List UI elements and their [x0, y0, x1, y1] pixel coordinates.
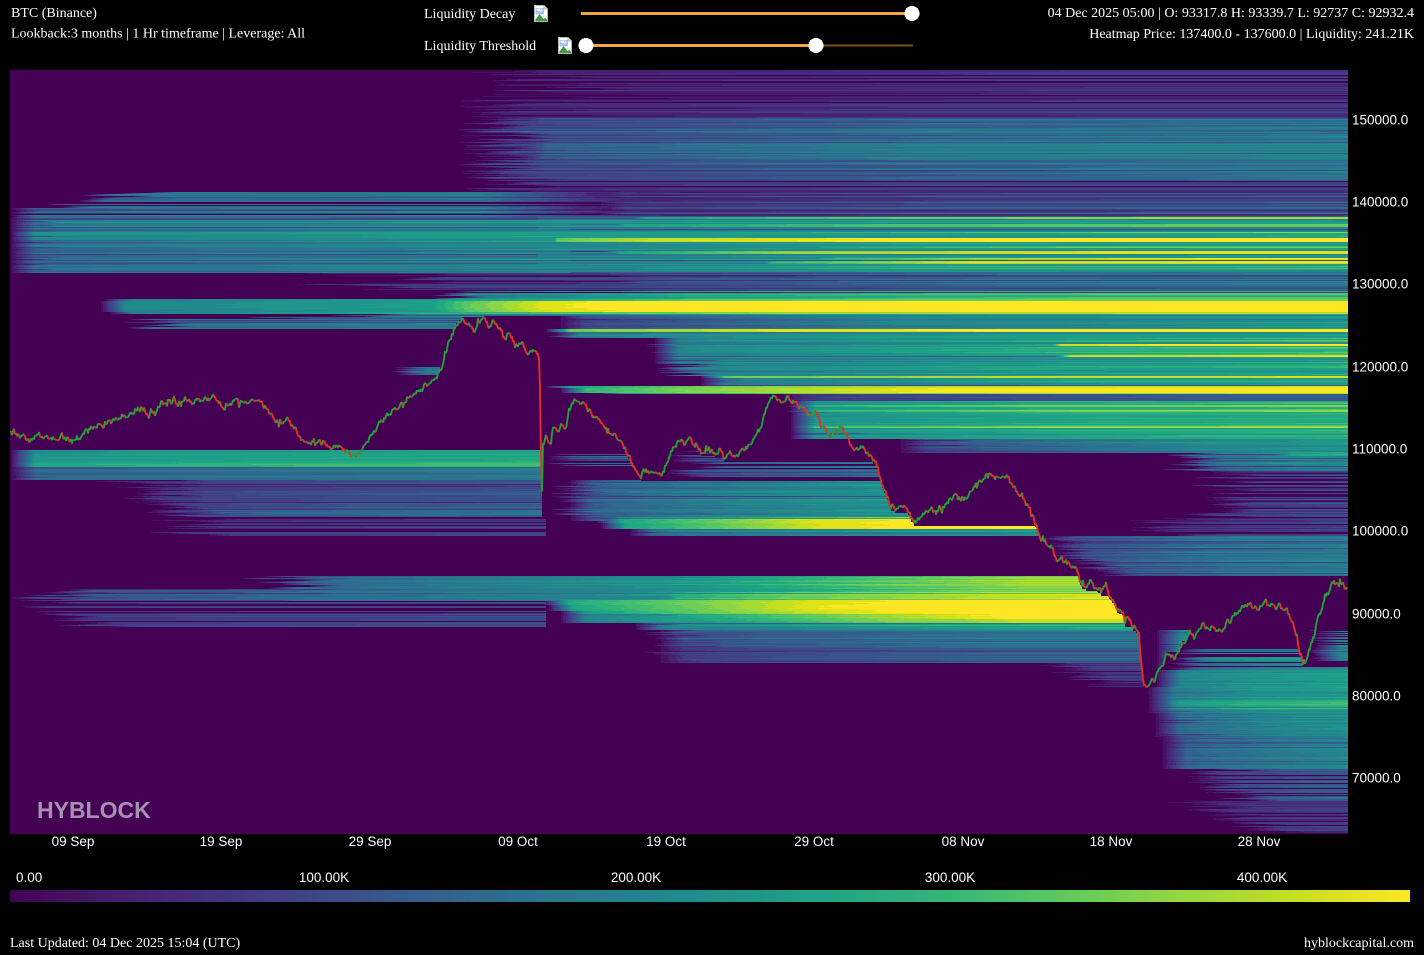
svg-text:90000.0: 90000.0 [1352, 607, 1401, 622]
svg-text:Heatmap Price: 137400.0 - 1376: Heatmap Price: 137400.0 - 137600.0 | Liq… [1089, 27, 1414, 42]
svg-text:28 Nov: 28 Nov [1238, 834, 1281, 849]
svg-text:19 Sep: 19 Sep [200, 834, 243, 849]
svg-text:300.00K: 300.00K [925, 870, 975, 885]
svg-text:110000.0: 110000.0 [1352, 442, 1407, 457]
svg-text:Lookback:3 months | 1 Hr timef: Lookback:3 months | 1 Hr timeframe | Lev… [11, 27, 305, 42]
svg-text:HYBLOCK: HYBLOCK [37, 797, 151, 823]
svg-text:Liquidity Threshold: Liquidity Threshold [424, 39, 536, 54]
svg-text:hyblockcapital.com: hyblockcapital.com [1304, 936, 1414, 951]
svg-text:0.00: 0.00 [16, 870, 42, 885]
svg-text:150000.0: 150000.0 [1352, 113, 1408, 128]
svg-text:09 Sep: 09 Sep [52, 834, 95, 849]
svg-text:04 Dec 2025 05:00 | O: 93317.8: 04 Dec 2025 05:00 | O: 93317.8 H: 93339.… [1048, 6, 1414, 21]
svg-text:29 Oct: 29 Oct [794, 834, 834, 849]
svg-text:70000.0: 70000.0 [1352, 771, 1401, 786]
svg-text:80000.0: 80000.0 [1352, 689, 1401, 704]
svg-text:140000.0: 140000.0 [1352, 195, 1408, 210]
svg-text:120000.0: 120000.0 [1352, 360, 1408, 375]
svg-text:BTC (Binance): BTC (Binance) [11, 6, 97, 21]
svg-text:130000.0: 130000.0 [1352, 277, 1408, 292]
svg-text:Liquidity Decay: Liquidity Decay [424, 7, 515, 22]
svg-text:Last Updated: 04 Dec 2025 15:0: Last Updated: 04 Dec 2025 15:04 (UTC) [10, 936, 241, 951]
svg-text:400.00K: 400.00K [1237, 870, 1287, 885]
svg-text:100.00K: 100.00K [299, 870, 349, 885]
svg-text:08 Nov: 08 Nov [942, 834, 985, 849]
svg-text:200.00K: 200.00K [611, 870, 661, 885]
svg-text:29 Sep: 29 Sep [349, 834, 392, 849]
svg-text:18 Nov: 18 Nov [1090, 834, 1133, 849]
svg-text:19 Oct: 19 Oct [646, 834, 686, 849]
svg-text:09 Oct: 09 Oct [498, 834, 538, 849]
svg-text:100000.0: 100000.0 [1352, 524, 1408, 539]
